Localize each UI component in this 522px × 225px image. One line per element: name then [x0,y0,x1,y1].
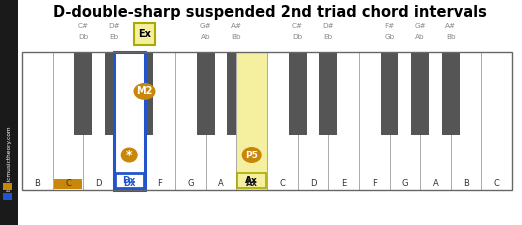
Text: A#: A# [445,23,456,29]
Ellipse shape [134,83,156,100]
Text: C: C [65,180,71,189]
Text: A: A [218,180,224,189]
Text: G#: G# [200,23,211,29]
Text: *: * [126,148,133,162]
Text: D#: D# [323,23,334,29]
Bar [359,52,389,190]
Text: Dx: Dx [123,180,135,189]
Text: Gb: Gb [384,34,395,40]
Bar [206,52,236,190]
Bar [328,52,359,190]
Bar [22,52,53,190]
Text: Bb: Bb [446,34,456,40]
Bar [228,52,245,135]
Text: Dx: Dx [123,176,136,185]
Text: D#: D# [108,23,120,29]
Bar [420,52,451,190]
Text: D-double-sharp suspended 2nd triad chord intervals: D-double-sharp suspended 2nd triad chord… [53,4,487,20]
Text: Ex: Ex [138,29,151,39]
Bar [451,52,481,190]
Ellipse shape [121,148,138,162]
Bar [83,52,114,190]
Bar [175,52,206,190]
Bar [267,52,298,190]
Bar [114,52,145,190]
Bar [3,183,12,190]
Bar [236,52,267,190]
Bar [3,193,12,200]
Bar [381,52,398,135]
Text: C#: C# [78,23,89,29]
Bar [236,52,267,190]
Text: B: B [34,180,40,189]
Bar [114,52,145,190]
Bar [105,52,123,135]
Bar [389,52,420,190]
Bar [298,52,328,190]
Bar [0,0,18,225]
Text: Eb: Eb [109,34,118,40]
Text: G: G [401,180,408,189]
Text: F#: F# [384,23,395,29]
Bar [53,52,83,190]
Bar [54,179,82,189]
Text: M2: M2 [136,86,153,96]
Bar [74,52,92,135]
Text: Ab: Ab [416,34,425,40]
Bar [197,52,215,135]
Text: D: D [310,180,316,189]
Text: Ax: Ax [246,180,258,189]
Bar [22,52,512,190]
Bar [136,52,153,135]
Bar [134,23,156,45]
Text: G#: G# [414,23,426,29]
Text: F: F [372,180,377,189]
Text: C: C [494,180,500,189]
Text: Bb: Bb [232,34,241,40]
Text: B: B [463,180,469,189]
Text: F: F [157,180,162,189]
Text: P5: P5 [245,151,258,160]
Text: C: C [279,180,285,189]
Bar [238,173,266,188]
Bar [481,52,512,190]
Text: Ab: Ab [201,34,210,40]
Bar [442,52,460,135]
Text: A#: A# [231,23,242,29]
Text: A: A [433,180,438,189]
Bar [289,52,306,135]
Text: G: G [187,180,194,189]
Text: basicmusictheory.com: basicmusictheory.com [6,125,11,191]
Text: Db: Db [78,34,88,40]
Text: C#: C# [292,23,303,29]
Text: Eb: Eb [324,34,333,40]
Text: D: D [96,180,102,189]
Ellipse shape [242,147,262,163]
Text: Ax: Ax [245,176,258,185]
Bar [319,52,337,135]
Bar [145,52,175,190]
Bar [411,52,429,135]
Text: Db: Db [292,34,303,40]
Bar [115,173,144,188]
Text: E: E [341,180,346,189]
